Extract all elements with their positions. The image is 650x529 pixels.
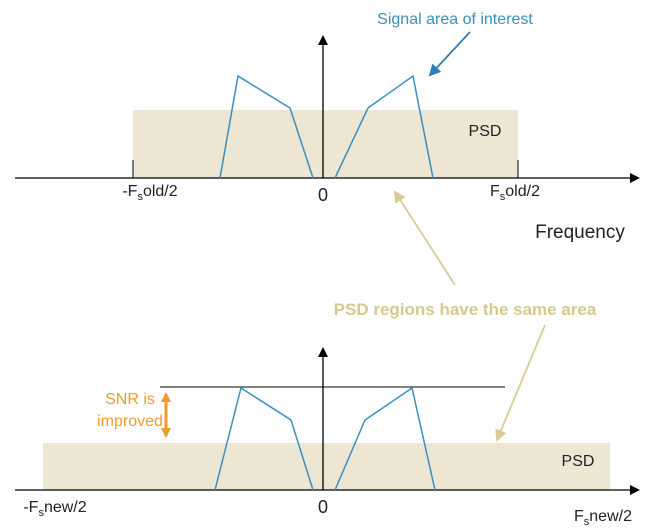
callout-arrow (428, 31, 471, 77)
label-part: F (574, 508, 584, 525)
psd-label: PSD (562, 453, 595, 470)
label-part: -F (23, 499, 38, 516)
snr-label: improved (97, 413, 163, 430)
psd-region (43, 443, 610, 490)
edge-label: -Fsold/2 (122, 183, 177, 203)
label-sub: s (584, 516, 590, 528)
label-sub: s (137, 191, 143, 203)
edge-label: Fsnew/2 (574, 508, 632, 528)
edge-label: -Fsnew/2 (23, 499, 86, 519)
edge-label: Fsold/2 (490, 183, 540, 203)
signal-lobe (214, 386, 314, 491)
snr-label: SNR is (105, 391, 155, 408)
label-part: -F (122, 183, 137, 200)
label-part: F (490, 183, 500, 200)
note: PSD regions have the same area (334, 300, 597, 319)
note-arrow (393, 190, 456, 286)
label-part: new/2 (589, 508, 632, 525)
label-part: old/2 (143, 183, 178, 200)
label-part: old/2 (505, 183, 540, 200)
signal-lobe (334, 74, 434, 179)
axis-label: Frequency (535, 222, 625, 243)
origin-label: 0 (318, 497, 328, 517)
psd-label: PSD (469, 123, 502, 140)
callout: Signal area of interest (377, 11, 533, 28)
label-part: new/2 (44, 499, 87, 516)
note-arrow (495, 324, 546, 442)
signal-lobe (334, 386, 436, 491)
label-sub: s (500, 191, 506, 203)
signal-lobe (219, 74, 314, 179)
psd-region (133, 110, 518, 178)
origin-label: 0 (318, 185, 328, 205)
label-sub: s (38, 507, 44, 519)
